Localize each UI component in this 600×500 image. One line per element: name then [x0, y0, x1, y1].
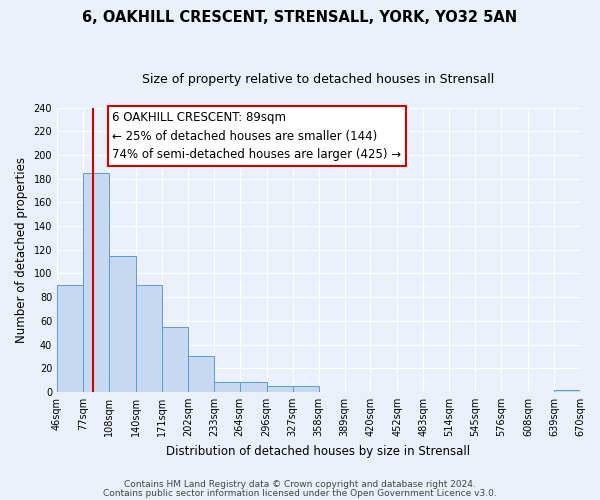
X-axis label: Distribution of detached houses by size in Strensall: Distribution of detached houses by size …	[166, 444, 470, 458]
Bar	[293, 386, 319, 392]
Bar	[554, 390, 580, 392]
Bar	[266, 386, 293, 392]
Text: 6 OAKHILL CRESCENT: 89sqm
← 25% of detached houses are smaller (144)
74% of semi: 6 OAKHILL CRESCENT: 89sqm ← 25% of detac…	[112, 111, 401, 161]
Bar	[240, 382, 266, 392]
Bar	[57, 286, 83, 392]
Bar	[188, 356, 214, 392]
Bar	[83, 172, 109, 392]
Bar	[214, 382, 240, 392]
Bar	[109, 256, 136, 392]
Y-axis label: Number of detached properties: Number of detached properties	[15, 156, 28, 342]
Bar	[136, 286, 162, 392]
Text: Contains HM Land Registry data © Crown copyright and database right 2024.: Contains HM Land Registry data © Crown c…	[124, 480, 476, 489]
Text: Contains public sector information licensed under the Open Government Licence v3: Contains public sector information licen…	[103, 489, 497, 498]
Title: Size of property relative to detached houses in Strensall: Size of property relative to detached ho…	[142, 72, 494, 86]
Text: 6, OAKHILL CRESCENT, STRENSALL, YORK, YO32 5AN: 6, OAKHILL CRESCENT, STRENSALL, YORK, YO…	[82, 10, 518, 25]
Bar	[162, 326, 188, 392]
